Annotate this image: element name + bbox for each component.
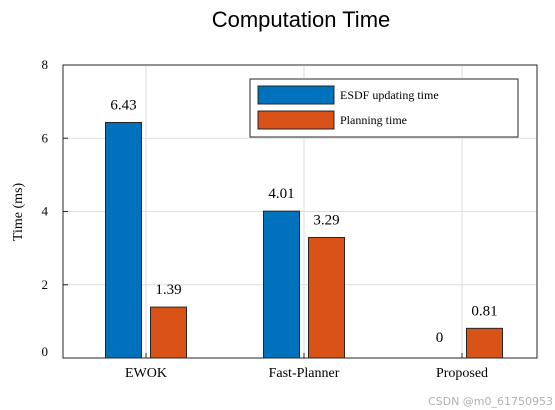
bar-esdf: [105, 122, 142, 359]
watermark: CSDN @m0_61750953: [428, 395, 553, 408]
legend: ESDF updating time Planning time: [249, 78, 519, 138]
data-label: 6.43: [110, 98, 136, 114]
y-tick-label: 8: [42, 57, 49, 72]
y-axis-label: Time (ms): [11, 183, 26, 242]
y-tick-label: 4: [42, 204, 49, 219]
x-tick-label: Fast-Planner: [269, 366, 340, 381]
bar-planning: [308, 237, 345, 359]
x-tick-label: Proposed: [436, 366, 488, 381]
data-label: 0.81: [471, 303, 497, 319]
data-label: 3.29: [313, 213, 339, 229]
chart-title: Computation Time: [212, 7, 391, 32]
legend-swatch-planning: [257, 110, 335, 130]
x-tick-label: EWOK: [125, 366, 167, 381]
data-label: 4.01: [268, 186, 294, 202]
x-axis-ticks: EWOK Fast-Planner Proposed: [125, 353, 488, 381]
data-label: 1.39: [155, 282, 181, 298]
data-label: 0: [436, 330, 444, 346]
data-labels: 6.43 1.39 4.01 3.29 0 0.81: [110, 98, 497, 346]
legend-swatch-esdf: [257, 85, 335, 105]
legend-label-planning: Planning time: [340, 113, 407, 127]
bar-planning: [466, 327, 503, 359]
bars: [105, 122, 503, 359]
bar-esdf: [263, 210, 300, 359]
y-axis-ticks: 0 2 4 6 8: [42, 57, 68, 359]
legend-label-esdf: ESDF updating time: [340, 88, 439, 102]
y-tick-label: 0: [42, 344, 49, 359]
y-tick-label: 6: [42, 130, 49, 145]
bar-planning: [150, 306, 187, 359]
y-tick-label: 2: [42, 277, 49, 292]
